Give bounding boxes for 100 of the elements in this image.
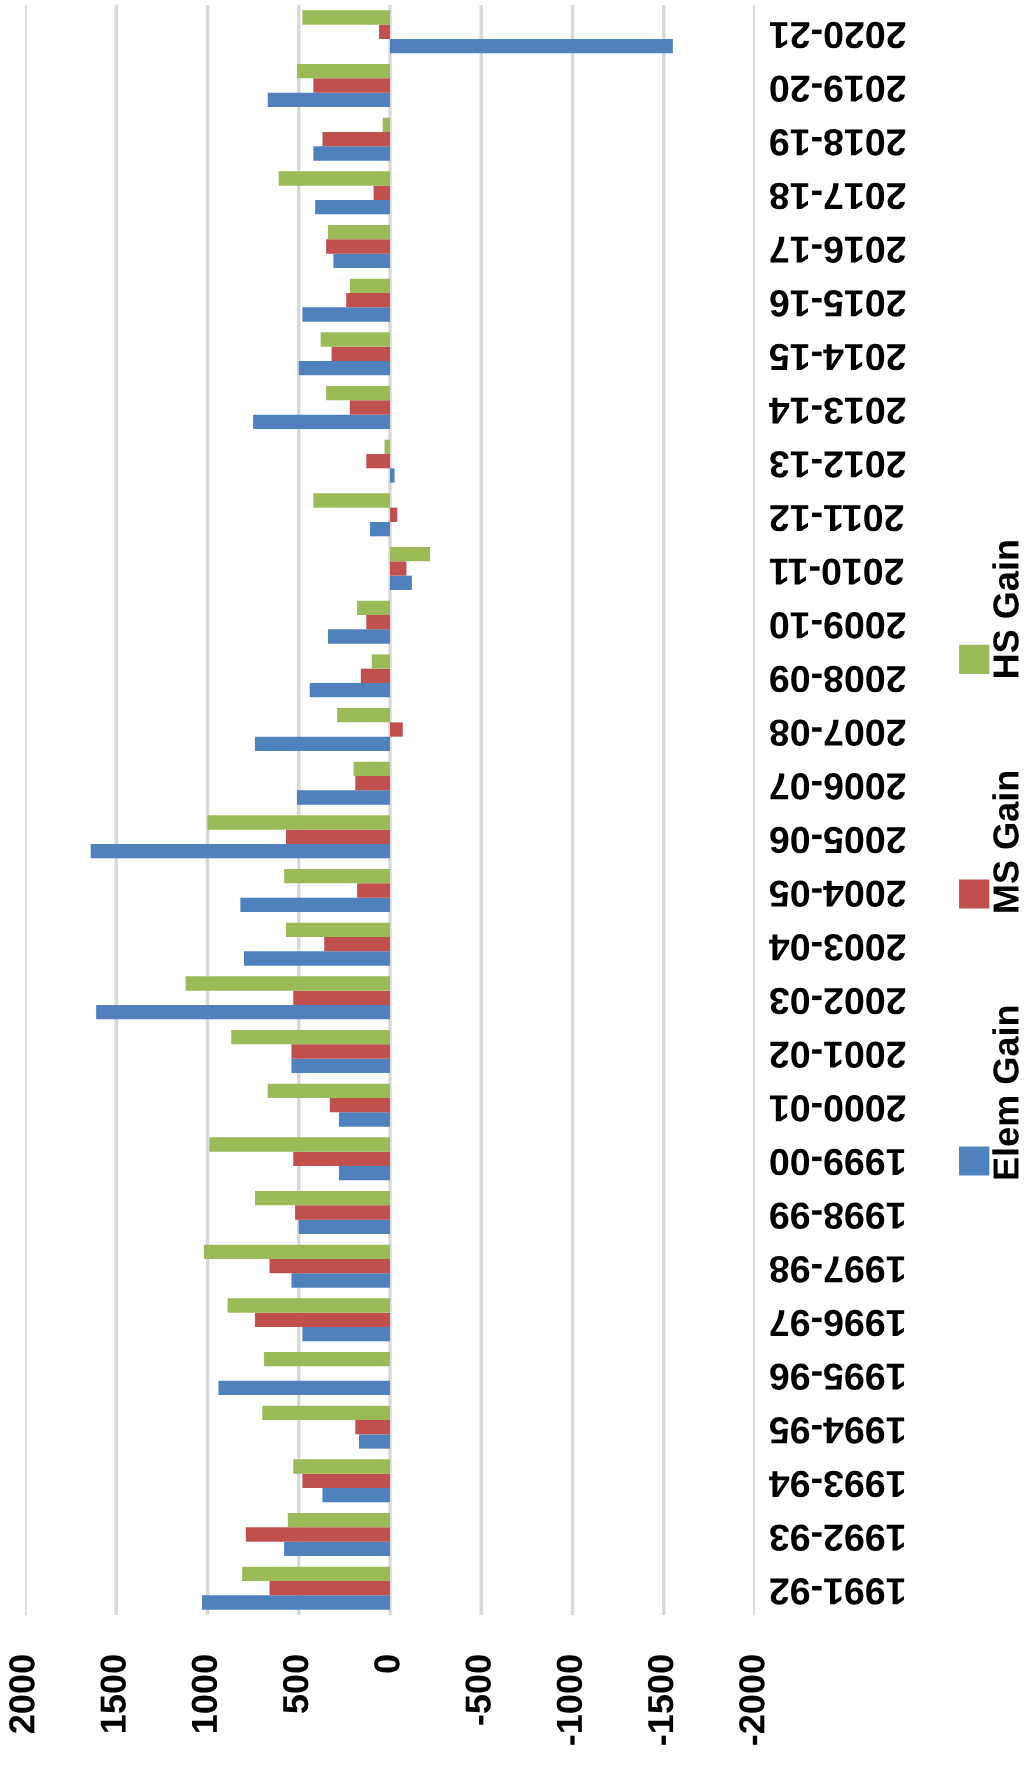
bar (207, 815, 390, 830)
bar (360, 668, 390, 683)
bar (284, 869, 390, 884)
bar (96, 1004, 390, 1020)
bar (254, 1312, 390, 1327)
bar (218, 1380, 390, 1395)
bar (302, 1326, 390, 1342)
y-tick-label: 1993-94 (769, 1470, 905, 1498)
bar (253, 414, 390, 429)
bar (202, 1595, 390, 1610)
bar (338, 1112, 390, 1127)
y-tick-label: 1992-93 (770, 1524, 905, 1551)
bar (291, 1044, 390, 1059)
y-tick-label: 2015-16 (770, 290, 906, 317)
bar (327, 225, 390, 240)
text: Elem Gain (992, 1006, 1019, 1179)
y-tick-label: 2009-10 (770, 612, 906, 639)
bar (358, 1434, 390, 1449)
bar (284, 1541, 390, 1556)
bar (313, 493, 390, 508)
bar (390, 722, 403, 737)
bar (302, 10, 390, 25)
bar (278, 171, 390, 186)
bar (390, 547, 431, 562)
bar (244, 951, 390, 966)
x-tick-label: 0 (374, 1655, 400, 1673)
bar (285, 829, 390, 844)
bar (353, 761, 390, 777)
bar (390, 507, 398, 522)
bar (322, 1487, 390, 1503)
y-tick-label: 1991-92 (770, 1578, 905, 1605)
bar (254, 736, 390, 751)
y-tick-label: 1996-97 (770, 1309, 905, 1337)
y-tick-label: 1994-95 (769, 1417, 905, 1444)
bar (379, 24, 390, 39)
y-tick-label: 2006-07 (770, 773, 906, 800)
x-tick-label: -1000 (556, 1655, 583, 1745)
bar (349, 278, 390, 294)
bar (295, 1205, 390, 1220)
y-tick-label: 2000-01 (769, 1095, 906, 1122)
bar (185, 976, 390, 991)
bar (264, 1352, 390, 1367)
bar (320, 332, 390, 347)
x-tick-label: 500 (282, 1655, 309, 1714)
x-tick-label: -500 (465, 1655, 491, 1725)
bar (337, 708, 390, 723)
bar (203, 1244, 390, 1260)
bar (267, 1083, 390, 1099)
bar (302, 1473, 390, 1488)
bar (390, 468, 395, 483)
bar (357, 600, 390, 616)
bar (262, 1405, 390, 1421)
y-tick-label: 2010-11 (769, 558, 904, 585)
bar (209, 1137, 390, 1152)
bar (240, 897, 390, 912)
y-tick-label: 1995-96 (770, 1363, 905, 1390)
bar (324, 937, 390, 952)
x-tick-label: -2000 (739, 1655, 765, 1745)
y-tick-label: 2013-14 (769, 397, 906, 424)
bar (326, 239, 390, 254)
bar (269, 1259, 390, 1274)
bar (245, 1527, 390, 1542)
bar (90, 843, 390, 859)
bar (291, 1058, 390, 1073)
y-tick-label: 2011-12 (770, 504, 904, 532)
bar (298, 360, 390, 376)
bar (357, 883, 390, 898)
bar (309, 682, 390, 698)
y-tick-label: 2008-09 (770, 665, 906, 693)
bar (293, 1151, 390, 1166)
y-tick-label: 1999-00 (770, 1148, 905, 1176)
bar (293, 990, 390, 1005)
bar (242, 1566, 390, 1582)
bar (331, 346, 390, 361)
bar (254, 1191, 390, 1206)
x-tick-label: 1000 (191, 1655, 218, 1732)
y-tick-label: 2014-15 (769, 343, 906, 371)
bar (371, 654, 390, 669)
bar (315, 199, 390, 215)
bar (285, 922, 390, 938)
bar (296, 790, 390, 805)
y-tick-label: 2003-04 (769, 934, 906, 961)
bar (329, 1098, 390, 1113)
bar (382, 117, 390, 133)
bar (346, 293, 390, 308)
bar (390, 561, 407, 576)
y-tick-label: 2019-20 (770, 75, 906, 102)
bar (333, 253, 390, 268)
bar (338, 1165, 390, 1181)
bar (296, 64, 390, 79)
y-tick-label: 2016-17 (770, 236, 906, 263)
bar (384, 439, 390, 455)
bar (355, 776, 390, 791)
y-tick-label: 2020-21 (769, 21, 906, 49)
bar (267, 92, 390, 107)
bar (349, 400, 390, 415)
bar (293, 1459, 390, 1474)
y-tick-label: 2007-08 (770, 719, 906, 746)
bar (227, 1298, 390, 1313)
bar (326, 386, 390, 401)
